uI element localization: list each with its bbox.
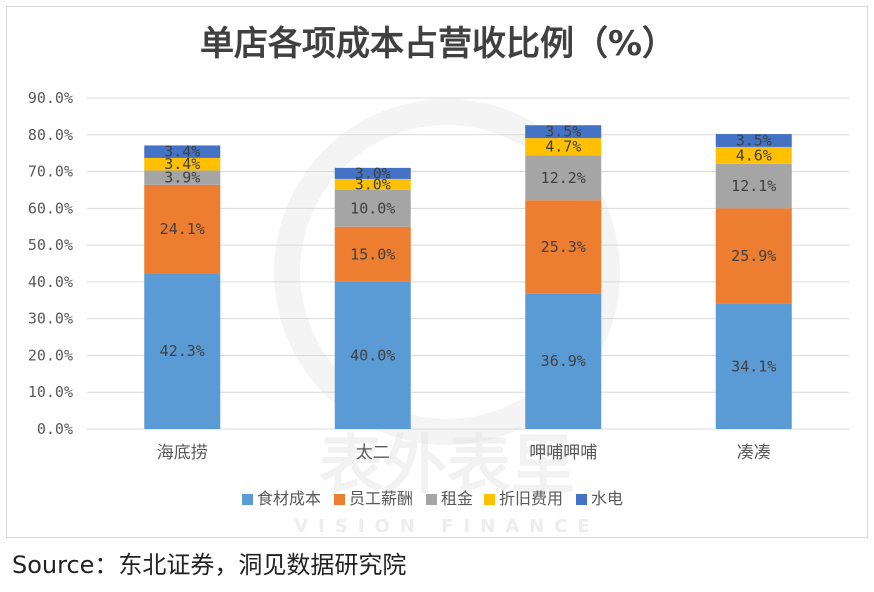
data-label: 36.9% — [541, 352, 586, 370]
legend-label: 员工薪酬 — [349, 489, 413, 508]
bar-segment — [144, 273, 221, 429]
bar-segment — [334, 189, 411, 227]
data-label: 24.1% — [160, 220, 205, 238]
data-label: 25.3% — [541, 238, 586, 256]
watermark-ring — [274, 99, 620, 445]
legend-label: 折旧费用 — [499, 489, 563, 508]
legend-swatch — [576, 494, 587, 505]
y-tick-label: 50.0% — [28, 236, 73, 254]
legend-swatch — [334, 494, 345, 505]
data-label: 15.0% — [350, 245, 395, 263]
bar-segment — [715, 208, 792, 304]
legend-swatch — [426, 494, 437, 505]
stacked-bar-chart: 表外表里 VISION FINANCE 单店各项成本占营收比例（%） 0.0% 10.0… — [28, 24, 849, 537]
legend-label: 食材成本 — [257, 489, 321, 508]
y-tick-label: 40.0% — [28, 273, 73, 291]
data-label: 3.4% — [164, 155, 200, 173]
y-tick-label: 80.0% — [28, 126, 73, 144]
data-label: 10.0% — [350, 199, 395, 217]
bar-segment — [525, 155, 602, 201]
data-label: 3.4% — [164, 143, 200, 161]
data-label: 42.3% — [160, 342, 205, 360]
watermark-text: 表外表里 — [319, 429, 575, 503]
bar-segment — [334, 281, 411, 429]
bar-segment — [334, 167, 411, 179]
watermark-subtext: VISION FINANCE — [294, 516, 599, 537]
y-tick-label: 70.0% — [28, 163, 73, 181]
y-tick-label: 60.0% — [28, 199, 73, 217]
bar-segment — [715, 134, 792, 147]
x-category-label: 呷哺呷哺 — [529, 443, 597, 463]
bar-segment — [525, 125, 602, 139]
bar-segment — [525, 138, 602, 156]
data-label: 40.0% — [350, 346, 395, 364]
legend-label: 水电 — [591, 489, 623, 508]
bar-segment — [715, 303, 792, 429]
bar-segment — [334, 178, 411, 190]
chart-title: 单店各项成本占营收比例（%） — [200, 24, 676, 64]
bar-segment — [715, 146, 792, 164]
data-label: 3.9% — [164, 169, 200, 187]
y-tick-label: 20.0% — [28, 346, 73, 364]
x-category-label: 海底捞 — [157, 443, 208, 463]
x-category-label: 太二 — [356, 443, 390, 463]
legend-swatch — [484, 494, 495, 505]
data-label: 3.5% — [545, 123, 581, 141]
data-label: 4.6% — [736, 146, 772, 164]
y-tick-label: 0.0% — [37, 420, 73, 438]
bar-segment — [144, 145, 221, 158]
data-label: 25.9% — [731, 247, 776, 265]
data-label: 12.1% — [731, 177, 776, 195]
data-label: 3.0% — [355, 164, 391, 182]
y-tick-label: 30.0% — [28, 310, 73, 328]
data-label: 3.0% — [355, 175, 391, 193]
y-tick-label: 10.0% — [28, 383, 73, 401]
source-caption: Source：东北证券，洞见数据研究院 — [12, 551, 407, 579]
data-label: 12.2% — [541, 169, 586, 187]
legend-swatch — [242, 494, 253, 505]
chart-frame: 表外表里 VISION FINANCE 单店各项成本占营收比例（%） 0.0% 10.0… — [6, 6, 868, 538]
bar-segment — [144, 184, 221, 274]
bar-segment — [334, 226, 411, 282]
bar-segment — [525, 200, 602, 294]
bar-segment — [144, 157, 221, 171]
legend-label: 租金 — [441, 489, 473, 508]
y-tick-label: 90.0% — [28, 89, 73, 107]
data-label: 3.5% — [736, 131, 772, 149]
bar-segment — [525, 293, 602, 429]
x-category-label: 凑凑 — [737, 443, 771, 463]
data-label: 34.1% — [731, 357, 776, 375]
bar-segment — [715, 163, 792, 209]
bar-segment — [144, 170, 221, 185]
data-label: 4.7% — [545, 138, 581, 156]
